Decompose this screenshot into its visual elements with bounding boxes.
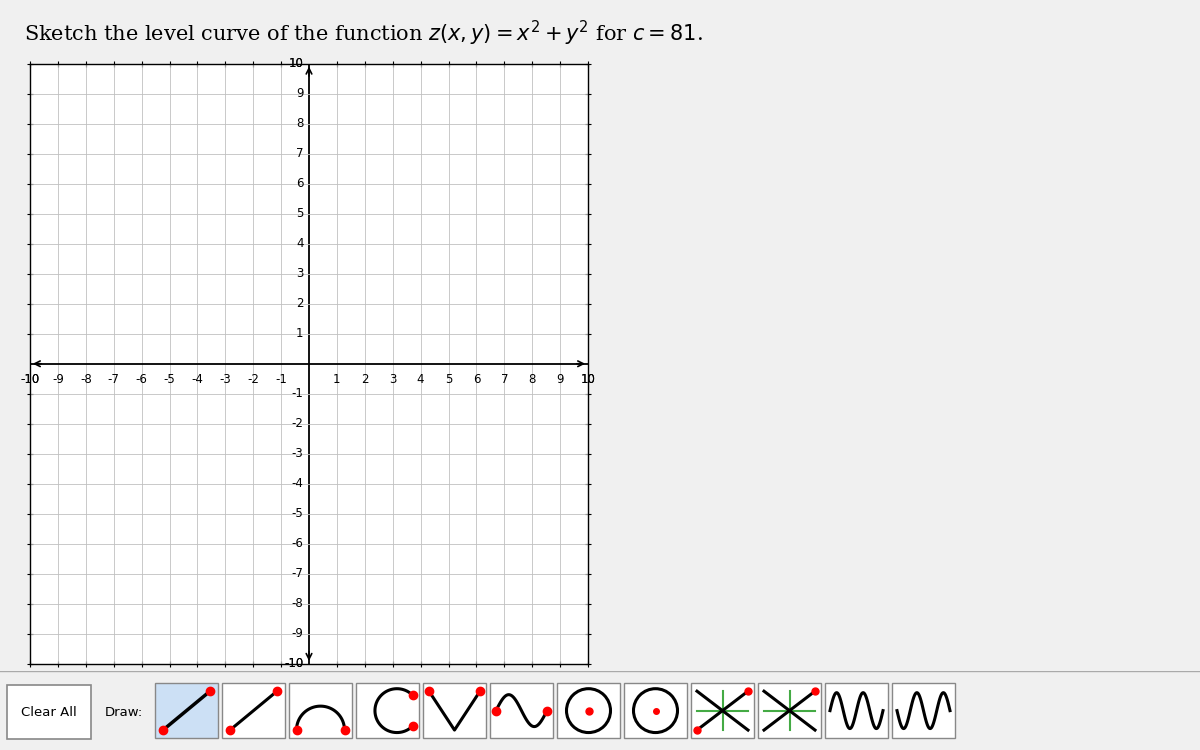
FancyBboxPatch shape [691, 683, 754, 738]
Text: 8: 8 [296, 117, 304, 130]
Text: 1: 1 [334, 373, 341, 386]
Text: 7: 7 [500, 373, 508, 386]
Text: 5: 5 [445, 373, 452, 386]
FancyBboxPatch shape [222, 683, 286, 738]
FancyBboxPatch shape [557, 683, 620, 738]
FancyBboxPatch shape [826, 683, 888, 738]
Text: 10: 10 [581, 373, 595, 386]
Text: -8: -8 [80, 373, 91, 386]
Text: -10: -10 [284, 657, 304, 670]
Text: -7: -7 [108, 373, 120, 386]
FancyBboxPatch shape [289, 683, 352, 738]
Text: -1: -1 [292, 387, 304, 400]
FancyBboxPatch shape [624, 683, 686, 738]
FancyBboxPatch shape [7, 686, 91, 739]
Text: -10: -10 [284, 657, 304, 670]
Text: -9: -9 [292, 627, 304, 640]
Text: -6: -6 [136, 373, 148, 386]
Text: -9: -9 [52, 373, 64, 386]
Text: -4: -4 [192, 373, 203, 386]
Text: -4: -4 [292, 477, 304, 490]
FancyBboxPatch shape [892, 683, 955, 738]
Text: 1: 1 [296, 327, 304, 340]
FancyBboxPatch shape [356, 683, 419, 738]
Text: 10: 10 [288, 57, 304, 70]
Text: 5: 5 [296, 207, 304, 220]
Text: -10: -10 [20, 373, 40, 386]
Text: -5: -5 [292, 507, 304, 520]
Text: Draw:: Draw: [106, 706, 143, 718]
Text: 6: 6 [296, 177, 304, 190]
Text: -6: -6 [292, 537, 304, 550]
FancyBboxPatch shape [424, 683, 486, 738]
Text: 10: 10 [581, 373, 595, 386]
Text: 6: 6 [473, 373, 480, 386]
Text: 9: 9 [557, 373, 564, 386]
Text: -3: -3 [220, 373, 232, 386]
Text: 4: 4 [416, 373, 425, 386]
Text: 7: 7 [296, 147, 304, 160]
Text: -2: -2 [292, 417, 304, 430]
Text: 2: 2 [296, 297, 304, 310]
Text: -7: -7 [292, 567, 304, 580]
FancyBboxPatch shape [490, 683, 553, 738]
Text: Clear All: Clear All [22, 706, 77, 718]
Text: -1: -1 [275, 373, 287, 386]
Text: -8: -8 [292, 597, 304, 610]
Text: 2: 2 [361, 373, 368, 386]
Text: Sketch the level curve of the function $z(x, y) = x^2 + y^2$ for $c = 81$.: Sketch the level curve of the function $… [24, 19, 703, 48]
Text: 8: 8 [528, 373, 536, 386]
FancyBboxPatch shape [758, 683, 821, 738]
Text: -3: -3 [292, 447, 304, 460]
Text: 3: 3 [296, 267, 304, 280]
Text: 3: 3 [389, 373, 396, 386]
Text: 10: 10 [288, 57, 304, 70]
Text: -2: -2 [247, 373, 259, 386]
FancyBboxPatch shape [155, 683, 218, 738]
Text: 4: 4 [296, 237, 304, 250]
Text: 9: 9 [296, 87, 304, 100]
Text: -5: -5 [163, 373, 175, 386]
Text: -10: -10 [20, 373, 40, 386]
